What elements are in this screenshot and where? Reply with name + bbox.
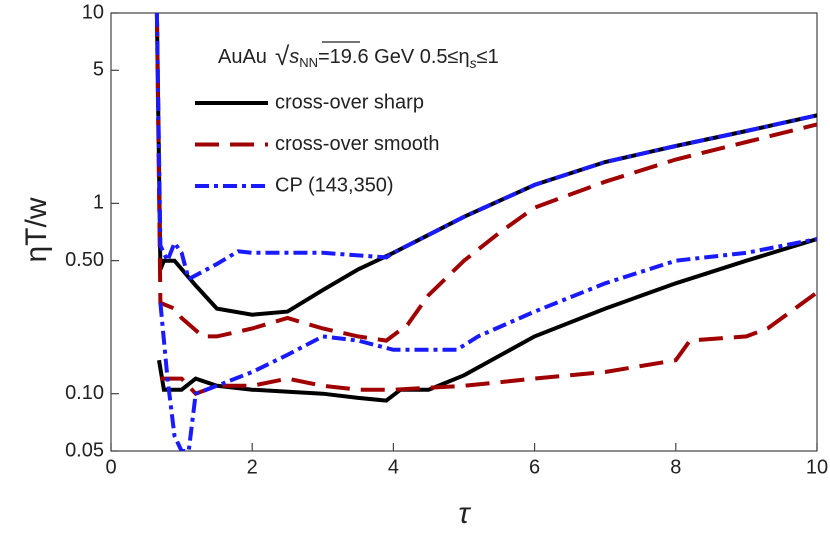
- y-tick-label: 0.10: [65, 382, 104, 404]
- x-tick-label: 2: [247, 456, 258, 478]
- y-tick-label: 0.50: [65, 249, 104, 271]
- y-axis-label: ηT/w: [20, 197, 53, 262]
- y-tick-label: 5: [93, 59, 104, 81]
- x-axis-label: τ: [458, 497, 471, 530]
- x-tick-label: 8: [670, 456, 681, 478]
- annotation-part: NN: [299, 55, 318, 70]
- series-line: [158, 237, 817, 451]
- x-tick-label: 0: [105, 456, 116, 478]
- x-tick-label: 10: [806, 456, 828, 478]
- annotation-part: AuAu: [218, 46, 267, 68]
- series-line: [154, 13, 817, 343]
- legend-label: cross-over sharp: [275, 91, 424, 113]
- legend-label: cross-over smooth: [275, 133, 440, 155]
- series-line: [160, 290, 817, 397]
- x-tick-label: 4: [388, 456, 399, 478]
- annotation: AuAu √sNN=19.6 GeV 0.5≤ηs≤1: [218, 41, 499, 71]
- annotation-part: √: [275, 41, 290, 71]
- series-line: [154, 13, 817, 283]
- y-tick-label: 1: [93, 192, 104, 214]
- y-tick-label: 10: [82, 1, 104, 23]
- annotation-part: s: [470, 55, 477, 71]
- annotation-part: s: [289, 46, 299, 68]
- plot-frame: [110, 12, 818, 452]
- legend-label: CP (143,350): [275, 174, 394, 196]
- y-tick-label: 0.05: [65, 439, 104, 461]
- x-tick-label: 6: [529, 456, 540, 478]
- annotation-part: ≤1: [477, 46, 499, 68]
- annotation-part: =19.6 GeV 0.5≤η: [318, 46, 470, 68]
- series-line: [157, 237, 817, 403]
